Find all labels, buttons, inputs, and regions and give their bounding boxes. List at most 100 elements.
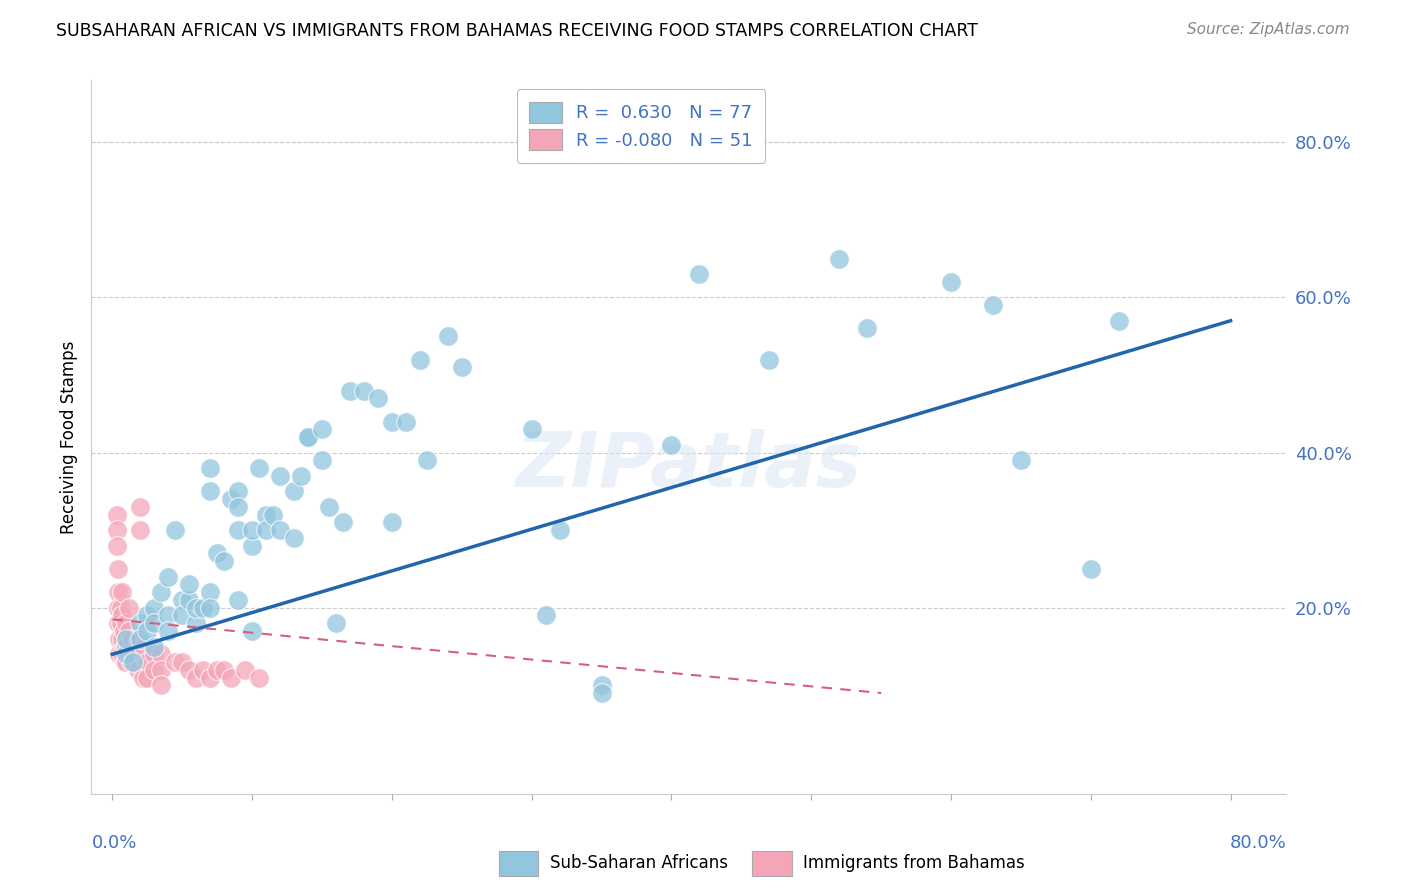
Point: [219, 492, 242, 507]
Point: [143, 616, 166, 631]
Point: [200, 671, 222, 685]
Point: [165, 655, 187, 669]
Point: [157, 624, 180, 638]
Point: [828, 252, 851, 266]
Point: [367, 392, 389, 406]
Point: [115, 647, 138, 661]
Point: [240, 624, 263, 638]
Point: [165, 523, 187, 537]
Point: [212, 663, 235, 677]
Point: [856, 321, 879, 335]
Point: [297, 430, 319, 444]
Point: [205, 546, 228, 560]
Point: [226, 500, 249, 514]
Point: [381, 415, 404, 429]
Point: [118, 600, 141, 615]
Point: [534, 608, 557, 623]
Point: [318, 500, 340, 514]
Point: [339, 384, 361, 398]
Point: [150, 585, 173, 599]
Point: [143, 647, 166, 661]
Point: [115, 640, 138, 654]
Point: [143, 663, 166, 677]
Point: [254, 508, 277, 522]
Point: [548, 523, 571, 537]
Point: [157, 608, 180, 623]
Point: [111, 608, 134, 623]
Point: [200, 600, 222, 615]
Point: [240, 539, 263, 553]
Point: [240, 523, 263, 537]
Point: [1080, 562, 1102, 576]
Text: ZIPatlas: ZIPatlas: [516, 429, 862, 502]
Point: [226, 523, 249, 537]
Point: [118, 647, 141, 661]
Point: [233, 663, 256, 677]
Point: [179, 593, 201, 607]
Text: 0.0%: 0.0%: [91, 834, 136, 852]
Point: [200, 484, 222, 499]
Point: [121, 632, 143, 646]
Point: [247, 461, 270, 475]
Point: [311, 453, 333, 467]
Text: 80.0%: 80.0%: [1230, 834, 1286, 852]
Point: [129, 616, 152, 631]
Point: [115, 632, 138, 646]
Point: [262, 508, 284, 522]
Text: Immigrants from Bahamas: Immigrants from Bahamas: [803, 855, 1025, 872]
Point: [111, 585, 134, 599]
Point: [981, 298, 1004, 312]
Point: [115, 616, 138, 631]
Point: [758, 352, 780, 367]
Point: [247, 671, 270, 685]
Point: [409, 352, 432, 367]
Point: [226, 484, 249, 499]
Point: [150, 678, 173, 692]
Point: [136, 671, 159, 685]
Text: Sub-Saharan Africans: Sub-Saharan Africans: [550, 855, 728, 872]
Point: [105, 523, 128, 537]
Point: [127, 632, 149, 646]
Point: [437, 329, 460, 343]
Text: SUBSAHARAN AFRICAN VS IMMIGRANTS FROM BAHAMAS RECEIVING FOOD STAMPS CORRELATION : SUBSAHARAN AFRICAN VS IMMIGRANTS FROM BA…: [56, 22, 979, 40]
Point: [111, 647, 134, 661]
Point: [150, 663, 173, 677]
Point: [108, 647, 131, 661]
Point: [143, 600, 166, 615]
Point: [353, 384, 375, 398]
Point: [219, 671, 242, 685]
Point: [157, 570, 180, 584]
Point: [150, 647, 173, 661]
Point: [179, 663, 201, 677]
Point: [172, 608, 194, 623]
Point: [688, 267, 710, 281]
Point: [107, 616, 129, 631]
Point: [107, 600, 129, 615]
Point: [1010, 453, 1032, 467]
Point: [297, 430, 319, 444]
Point: [114, 655, 136, 669]
Point: [193, 663, 215, 677]
Point: [122, 655, 145, 669]
Point: [254, 523, 277, 537]
Point: [136, 624, 159, 638]
Point: [129, 523, 152, 537]
Point: [226, 593, 249, 607]
Point: [200, 461, 222, 475]
Point: [269, 468, 291, 483]
Point: [283, 531, 305, 545]
Point: [381, 516, 404, 530]
Point: [332, 516, 354, 530]
Point: [1108, 314, 1130, 328]
Point: [105, 539, 128, 553]
Point: [269, 523, 291, 537]
Point: [179, 577, 201, 591]
Point: [129, 632, 152, 646]
Point: [108, 632, 131, 646]
Point: [172, 655, 194, 669]
Point: [111, 632, 134, 646]
Point: [661, 438, 683, 452]
Point: [450, 360, 472, 375]
Point: [520, 422, 543, 436]
Point: [311, 422, 333, 436]
